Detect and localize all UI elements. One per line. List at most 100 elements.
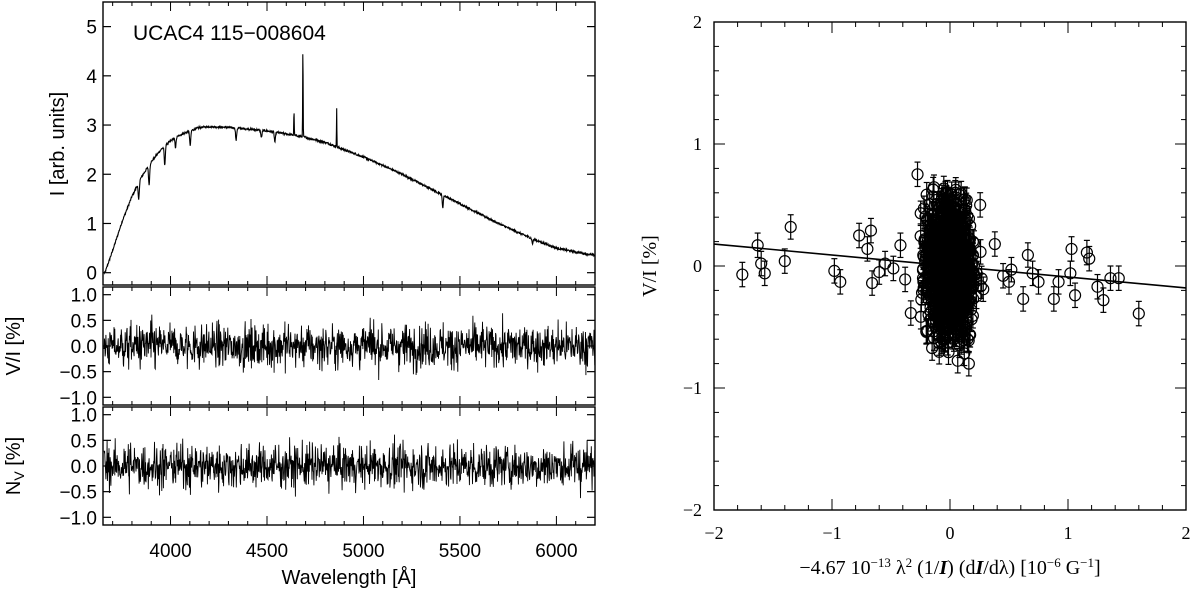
intensity-panel: 0 1 2 3 4 5 UCAC4 115−008604 I [arb. units] — [47, 1, 596, 286]
scatter-point — [1112, 265, 1125, 291]
data-point — [970, 290, 983, 303]
data-point — [962, 334, 975, 347]
data-point — [1080, 246, 1093, 259]
stokes-v-spectrum — [103, 313, 596, 381]
data-point — [1064, 267, 1077, 280]
data-point — [974, 245, 987, 258]
cloud-point — [955, 250, 968, 276]
cloud-point — [935, 187, 948, 214]
data-point — [963, 328, 976, 341]
intensity-line — [103, 54, 596, 275]
scatter-point — [1032, 269, 1045, 295]
null-line — [103, 434, 596, 499]
data-point — [931, 257, 944, 271]
data-point — [928, 308, 941, 321]
cloud-point — [956, 251, 969, 278]
cloud-point — [949, 179, 962, 206]
data-point — [974, 198, 987, 211]
x-tick-label: 4500 — [246, 541, 288, 562]
star-label: UCAC4 115−008604 — [133, 22, 326, 45]
data-point — [937, 302, 950, 315]
cloud-point — [950, 293, 963, 320]
cloud-point — [934, 267, 947, 294]
scatter-point — [784, 214, 797, 240]
cloud-point — [935, 305, 949, 332]
data-point — [1104, 272, 1117, 285]
cloud-point — [940, 252, 954, 279]
data-point — [934, 274, 947, 287]
scatter-point — [751, 232, 764, 259]
cloud-point — [921, 207, 934, 234]
scatter-point — [1080, 239, 1093, 266]
cloud-point — [974, 192, 987, 218]
y-tick-label: 0 — [86, 264, 97, 285]
scatter-point — [1052, 269, 1065, 295]
cloud-point — [966, 243, 979, 269]
data-point — [784, 220, 797, 234]
data-point — [942, 200, 955, 214]
data-point — [940, 259, 954, 272]
data-point — [1005, 263, 1018, 276]
scatter-points — [736, 214, 1145, 327]
y-tick-label: 4 — [86, 67, 97, 88]
data-point — [1032, 275, 1045, 288]
cloud-point — [962, 350, 975, 377]
y-tick-label: 0.0 — [71, 337, 97, 358]
data-point — [920, 324, 933, 338]
data-point — [954, 219, 967, 232]
data-point — [943, 202, 956, 215]
data-point — [934, 311, 947, 324]
data-point — [962, 357, 975, 370]
intensity-frame — [102, 1, 596, 286]
cloud-point — [942, 250, 956, 277]
scatter-point — [834, 269, 847, 295]
scatter-point — [1097, 287, 1110, 313]
intensity-y-ticks: 0 1 2 3 4 5 — [86, 18, 595, 285]
cloud-point — [934, 304, 947, 330]
data-point — [941, 287, 954, 300]
data-point — [950, 300, 963, 313]
data-point — [1112, 272, 1125, 285]
cloud-point — [920, 318, 933, 344]
data-point — [1097, 294, 1110, 307]
data-point — [866, 276, 879, 290]
wavelength-x-ticks: 4000 4500 5000 5500 6000 — [112, 2, 596, 562]
data-point — [962, 212, 976, 225]
y-tick-label: −1.0 — [59, 388, 97, 409]
scatter-point — [1065, 236, 1078, 262]
data-point — [963, 241, 976, 255]
null-spectrum — [103, 434, 596, 499]
cloud-point — [927, 174, 941, 200]
null-y-label-unit: [%] — [3, 437, 25, 471]
cloud-point — [904, 300, 917, 326]
data-point — [758, 267, 771, 280]
scatter-point — [758, 260, 771, 287]
data-point — [935, 312, 949, 325]
cloud-point — [928, 210, 942, 237]
cloud-point — [954, 212, 967, 239]
y-tick-label: 2 — [86, 165, 97, 186]
data-point — [928, 217, 942, 230]
data-point — [936, 331, 949, 345]
data-point — [1132, 307, 1145, 320]
scatter-point — [1017, 286, 1030, 312]
y-tick-label: 0.5 — [71, 431, 97, 452]
scatter-point — [1104, 265, 1117, 291]
scatter-point — [1005, 256, 1018, 283]
data-point — [1068, 289, 1082, 302]
scatter-point — [736, 261, 749, 288]
data-point — [778, 255, 791, 268]
cloud-point — [911, 161, 924, 188]
null-y-label-main: N — [3, 481, 25, 495]
data-point — [955, 256, 968, 270]
wavelength-x-label: Wavelength [Å] — [282, 566, 417, 589]
x-tick-label: 6000 — [535, 541, 577, 562]
data-point — [917, 275, 930, 288]
data-point — [861, 242, 874, 256]
cloud-point — [970, 283, 983, 310]
intensity-spectrum — [103, 54, 596, 275]
data-point — [988, 237, 1001, 251]
cloud-point — [962, 205, 976, 232]
